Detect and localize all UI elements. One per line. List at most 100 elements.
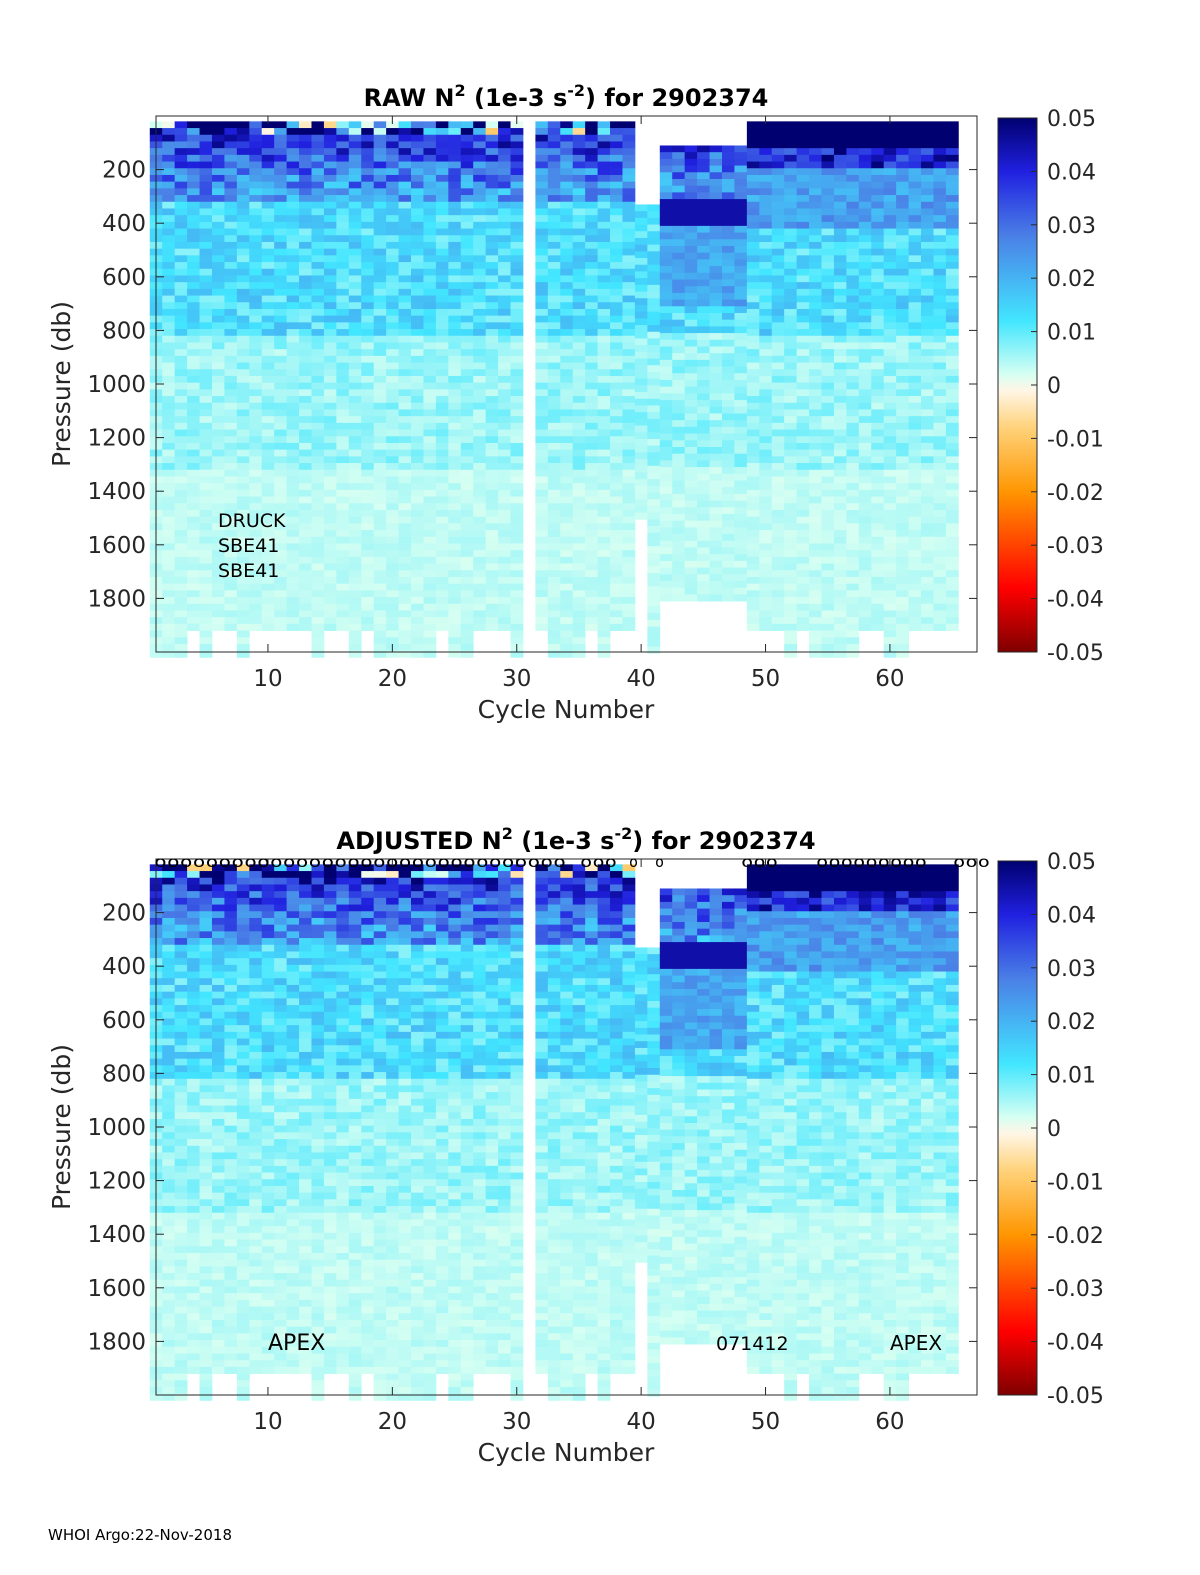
heatmap-cell: [933, 576, 947, 585]
heatmap-cell: [249, 617, 263, 625]
heatmap-cell: [846, 456, 860, 464]
heatmap-cell: [460, 268, 474, 276]
heatmap-cell: [821, 463, 835, 471]
heatmap-cell: [796, 322, 810, 330]
heatmap-cell: [311, 489, 325, 497]
heatmap-cell: [323, 469, 337, 477]
heatmap-cell: [485, 322, 499, 330]
heatmap-cell: [684, 192, 698, 200]
heatmap-cell: [435, 509, 449, 518]
heatmap-cell: [274, 496, 288, 504]
heatmap-cell: [684, 172, 698, 180]
heatmap-cell: [921, 215, 934, 223]
heatmap-cell: [174, 563, 188, 571]
heatmap-cell: [709, 560, 723, 568]
heatmap-cell: [821, 235, 835, 243]
heatmap-cell: [386, 530, 399, 538]
heatmap-cell: [796, 375, 810, 384]
heatmap-cell: [896, 168, 909, 176]
heatmap-cell: [485, 295, 499, 303]
heatmap-cell: [411, 496, 424, 504]
heatmap-cell: [921, 349, 934, 357]
heatmap-cell: [460, 349, 474, 357]
heatmap-cell: [784, 536, 798, 544]
heatmap-cell: [846, 623, 860, 631]
heatmap-cell: [323, 409, 337, 417]
heatmap-cell: [585, 422, 598, 430]
heatmap-cell: [249, 530, 263, 538]
heatmap-cell: [249, 235, 263, 243]
heatmap-cell: [908, 476, 922, 484]
heatmap-cell: [721, 500, 735, 508]
heatmap-cell: [921, 623, 934, 631]
heatmap-cell: [535, 463, 549, 471]
heatmap-cell: [883, 429, 897, 437]
heatmap-cell: [709, 534, 723, 542]
heatmap-cell: [199, 496, 213, 504]
heatmap-cell: [883, 121, 897, 129]
heatmap-cell: [361, 442, 375, 451]
heatmap-cell: [510, 275, 524, 283]
heatmap-cell: [336, 550, 350, 558]
x-tick-label: 30: [502, 666, 531, 692]
heatmap-cell: [833, 543, 847, 551]
heatmap-cell: [498, 154, 511, 162]
heatmap-cell: [883, 422, 897, 430]
heatmap-cell: [236, 228, 250, 236]
heatmap-cell: [473, 148, 487, 156]
heatmap-cell: [833, 590, 847, 598]
heatmap-cell: [323, 449, 337, 457]
heatmap-cell: [386, 329, 399, 337]
heatmap-cell: [547, 342, 561, 350]
heatmap-cell: [498, 228, 511, 236]
heatmap-cell: [933, 248, 947, 256]
heatmap-cell: [746, 161, 760, 169]
heatmap-cell: [236, 503, 250, 511]
heatmap-cell: [336, 530, 350, 538]
heatmap-cell: [933, 597, 947, 605]
heatmap-cell: [336, 342, 350, 350]
heatmap-cell: [933, 523, 947, 531]
heatmap-cell: [871, 469, 885, 477]
heatmap-cell: [423, 570, 437, 578]
heatmap-cell: [833, 597, 847, 605]
heatmap-cell: [684, 467, 698, 475]
heatmap-cell: [199, 556, 213, 564]
heatmap-cell: [560, 282, 574, 290]
heatmap-cell: [597, 597, 611, 605]
heatmap-cell: [597, 302, 611, 310]
heatmap-cell: [547, 262, 561, 270]
heatmap-cell: [709, 245, 723, 254]
heatmap-cell: [162, 429, 176, 437]
heatmap-cell: [224, 188, 238, 196]
heatmap-cell: [871, 221, 885, 229]
heatmap-cell: [572, 255, 586, 263]
heatmap-cell: [746, 355, 760, 363]
heatmap-cell: [323, 496, 337, 504]
heatmap-cell: [610, 188, 623, 196]
heatmap-cell: [746, 543, 760, 551]
heatmap-cell: [908, 308, 922, 317]
heatmap-cell: [299, 442, 312, 451]
heatmap-cell: [162, 248, 176, 256]
heatmap-cell: [162, 228, 176, 236]
heatmap-cell: [311, 369, 325, 377]
heatmap-cell: [473, 463, 487, 471]
heatmap-cell: [423, 362, 437, 370]
heatmap-cell: [249, 543, 263, 551]
heatmap-cell: [622, 422, 636, 430]
heatmap-cell: [485, 590, 499, 598]
heatmap-cell: [809, 315, 822, 323]
heatmap-cell: [634, 405, 648, 413]
heatmap-cell: [311, 241, 325, 250]
heatmap-cell: [162, 483, 176, 491]
heatmap-cell: [249, 476, 263, 484]
heatmap-cell: [896, 476, 909, 484]
heatmap-cell: [809, 436, 822, 444]
heatmap-cell: [361, 623, 375, 631]
heatmap-cell: [672, 587, 686, 595]
heatmap-cell: [933, 134, 947, 142]
heatmap-cell: [908, 523, 922, 531]
heatmap-cell: [809, 563, 822, 571]
heatmap-cell: [908, 255, 922, 263]
